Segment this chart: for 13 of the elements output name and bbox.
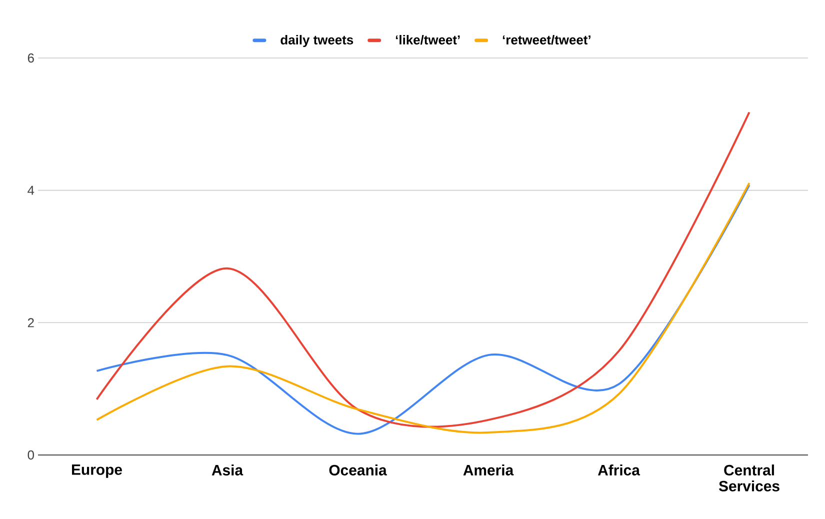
y-tick-label: 2 [28, 318, 34, 328]
y-tick-label: 0 [28, 450, 34, 460]
x-tick-label: Ameria [463, 464, 514, 476]
y-tick-label: 4 [28, 186, 34, 195]
legend-label: ‘retweet/tweet’ [502, 34, 590, 45]
legend-label: ‘like/tweet’ [396, 34, 460, 45]
legend-label: daily tweets [280, 34, 354, 48]
x-tick-label: Europe [72, 464, 122, 478]
x-tick-label: Africa [598, 464, 640, 476]
x-tick-label: Central Services [718, 464, 780, 492]
x-tick-label: Asia [212, 464, 244, 476]
y-tick-label: 6 [28, 53, 34, 63]
x-tick-label: Oceania [329, 464, 387, 476]
